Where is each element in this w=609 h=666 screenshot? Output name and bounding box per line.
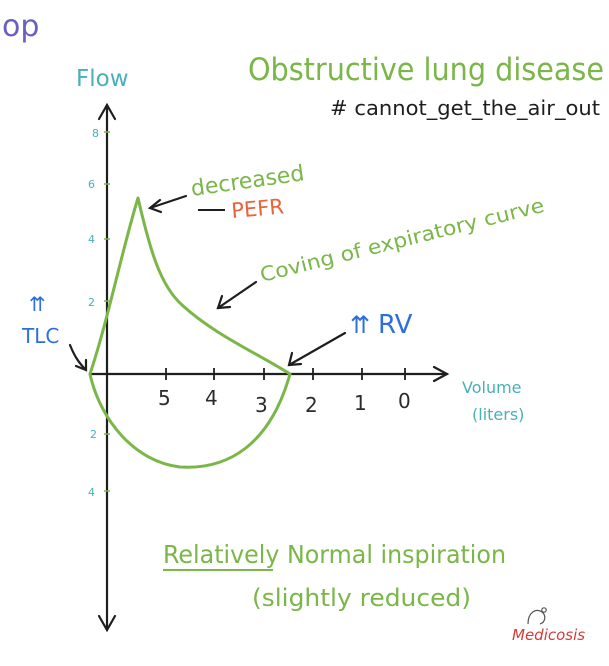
volume-tick-label: 5: [158, 386, 171, 410]
flow-axis: [97, 102, 117, 633]
hashtag: # cannot_get_the_air_out: [330, 96, 600, 120]
volume-tick-label: 0: [398, 389, 411, 413]
flow-tick-label: 8: [92, 127, 99, 140]
volume-tick-label: 2: [305, 393, 318, 417]
rv-label: RV: [378, 310, 413, 340]
title: Obstructive lung disease: [248, 52, 604, 88]
flow-tick-label: 4: [88, 486, 95, 499]
stethoscope-icon: [527, 607, 547, 625]
tlc-up-arrows: ⇈: [29, 292, 46, 316]
corner-fragment: op: [2, 9, 39, 44]
flow-tick-label: 4: [88, 233, 95, 246]
brand-logo: Medicosis: [512, 626, 585, 644]
volume-tick-marks: [165, 368, 406, 380]
tlc-arrow: [68, 343, 88, 372]
flow-tick-marks: [104, 131, 110, 492]
rv-up-arrows: ⇈: [350, 311, 370, 339]
inspiration-note-line2: (slightly reduced): [252, 584, 471, 612]
volume-axis-label: Volume: [462, 378, 522, 397]
flow-tick-label: 6: [88, 178, 95, 191]
flow-ticks-down: 2 4: [88, 428, 97, 499]
volume-tick-label: 3: [255, 393, 268, 417]
expiratory-curve: [88, 196, 292, 376]
coving-label: Coving of expiratory curve: [257, 193, 546, 287]
inspiratory-curve: [88, 372, 292, 469]
coving-arrow: [216, 280, 258, 310]
volume-axis-unit: (liters): [472, 405, 524, 424]
volume-tick-label: 4: [205, 386, 218, 410]
pefr-label: PEFR: [230, 194, 285, 222]
decreased-label: decreased: [189, 161, 306, 202]
flow-ticks-up: 8 6 4 2: [88, 127, 99, 309]
rv-arrow: [287, 331, 347, 367]
inspiration-note-line1: Relatively Normal inspiration: [163, 540, 506, 569]
pefr-arrow: [147, 194, 188, 214]
flow-axis-label: Flow: [76, 66, 129, 92]
tlc-label: TLC: [21, 324, 59, 348]
flow-tick-label: 2: [88, 296, 95, 309]
volume-tick-label: 1: [354, 391, 367, 415]
volume-axis: [88, 365, 450, 383]
volume-ticks: 5 4 3 2 1 0: [158, 386, 411, 417]
flow-tick-label: 2: [90, 428, 97, 441]
